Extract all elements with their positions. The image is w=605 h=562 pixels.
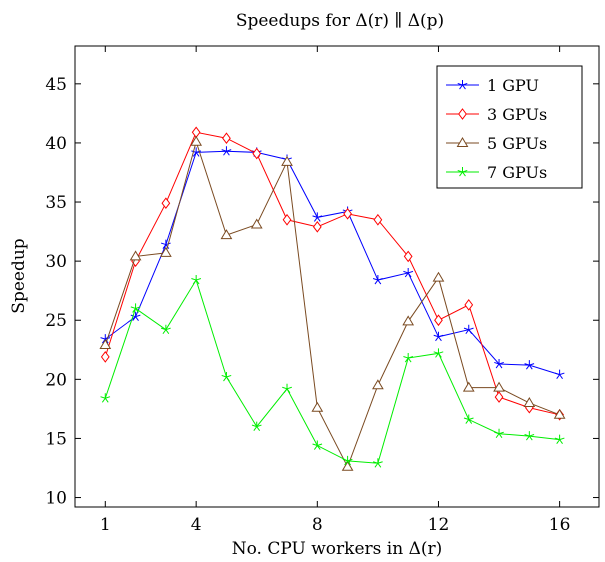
y-tick-label: 25: [45, 311, 67, 331]
legend-item: 5 GPUs: [446, 134, 547, 153]
data-point: [342, 455, 353, 466]
data-point: [251, 421, 262, 431]
y-tick-label: 40: [45, 134, 67, 154]
data-point: [312, 212, 323, 222]
data-point: [250, 218, 263, 229]
data-point: [403, 353, 414, 363]
series-line: [104, 140, 560, 469]
y-axis-label: Speedup: [9, 238, 29, 313]
data-point: [343, 208, 352, 220]
data-point: [341, 460, 354, 471]
y-tick-label: 20: [45, 370, 67, 390]
legend-label: 1 GPU: [487, 76, 539, 95]
legend-item: 7 GPUs: [446, 163, 547, 182]
legend: 1 GPU 3 GPUs 5 GPUs 7 GPUs: [436, 65, 583, 189]
data-point: [433, 331, 444, 342]
series-line: [104, 278, 560, 464]
data-point: [462, 381, 475, 392]
x-tick-label: 1: [100, 515, 111, 535]
data-point: [554, 434, 565, 444]
x-tick-label: 8: [312, 515, 323, 535]
data-point: [191, 147, 202, 157]
y-tick-label: 45: [45, 75, 67, 95]
series-3: [99, 135, 566, 471]
data-point: [282, 213, 292, 226]
plot-frame: [74, 45, 600, 508]
data-point: [372, 458, 383, 468]
data-point: [312, 221, 322, 233]
data-point: [252, 147, 262, 160]
data-point: [312, 440, 323, 450]
data-point: [494, 358, 504, 369]
data-point: [130, 303, 141, 313]
legend-label: 3 GPUs: [487, 105, 547, 124]
data-point: [434, 314, 443, 327]
legend-item: 3 GPUs: [446, 105, 547, 124]
x-tick-label: 4: [191, 515, 202, 535]
x-tick-label: 12: [428, 515, 450, 535]
data-point: [524, 360, 535, 370]
data-point: [129, 250, 142, 261]
legend-item: 1 GPU: [446, 76, 539, 95]
tick-group: 1 4 8 12 16 10 15 20 25 30 35 40 45: [45, 46, 599, 535]
data-point: [373, 213, 383, 226]
x-tick-label: 16: [549, 515, 571, 535]
data-point: [100, 351, 110, 363]
legend-label: 7 GPUs: [487, 163, 547, 182]
data-point: [554, 369, 565, 379]
series-group: [99, 126, 566, 471]
data-point: [159, 246, 172, 257]
data-point: [281, 155, 293, 166]
data-point: [191, 275, 202, 285]
data-point: [160, 324, 171, 335]
y-tick-label: 15: [45, 429, 67, 449]
chart-title: Speedups for Δ(r) ∥ Δ(p): [236, 11, 444, 31]
data-point: [456, 137, 469, 147]
data-point: [463, 324, 474, 335]
data-point: [311, 401, 324, 412]
data-point: [222, 132, 231, 145]
data-point: [372, 379, 384, 390]
data-point: [130, 311, 141, 322]
data-point: [494, 391, 504, 403]
data-point: [221, 371, 232, 382]
data-point: [403, 267, 414, 278]
y-tick-label: 10: [45, 489, 67, 509]
data-point: [457, 167, 468, 177]
data-point: [464, 299, 474, 311]
data-point: [457, 80, 468, 90]
data-point: [372, 275, 383, 285]
data-point: [161, 197, 171, 210]
data-point: [458, 108, 467, 120]
data-point: [553, 408, 566, 419]
data-point: [523, 396, 536, 407]
data-point: [524, 431, 535, 441]
x-axis-label: No. CPU workers in Δ(r): [232, 539, 442, 559]
data-point: [220, 229, 233, 240]
data-point: [99, 339, 112, 350]
data-point: [221, 146, 232, 156]
data-point: [282, 383, 292, 394]
y-tick-label: 30: [45, 252, 67, 272]
series-line: [104, 131, 560, 416]
data-point: [463, 414, 474, 424]
data-point: [100, 393, 111, 403]
series-4: [100, 275, 565, 468]
legend-label: 5 GPUs: [487, 134, 547, 153]
y-tick-label: 35: [45, 193, 67, 213]
data-point: [190, 135, 203, 146]
data-point: [493, 381, 505, 392]
data-point: [402, 315, 415, 326]
data-point: [433, 348, 444, 358]
data-point: [494, 428, 504, 439]
data-point: [403, 250, 413, 263]
data-point: [432, 271, 445, 282]
